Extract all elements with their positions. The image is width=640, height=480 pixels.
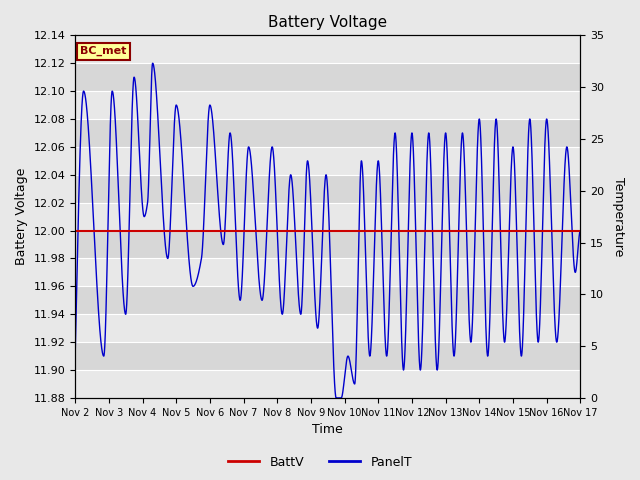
Bar bbox=[75, 63, 580, 91]
Bar bbox=[75, 175, 580, 203]
Title: Battery Voltage: Battery Voltage bbox=[268, 15, 387, 30]
Y-axis label: Battery Voltage: Battery Voltage bbox=[15, 168, 28, 265]
Bar bbox=[75, 230, 580, 258]
Bar bbox=[75, 342, 580, 370]
Bar bbox=[75, 287, 580, 314]
Bar bbox=[75, 119, 580, 147]
Y-axis label: Temperature: Temperature bbox=[612, 177, 625, 256]
Text: BC_met: BC_met bbox=[80, 46, 127, 57]
X-axis label: Time: Time bbox=[312, 423, 343, 436]
Legend: BattV, PanelT: BattV, PanelT bbox=[223, 451, 417, 474]
